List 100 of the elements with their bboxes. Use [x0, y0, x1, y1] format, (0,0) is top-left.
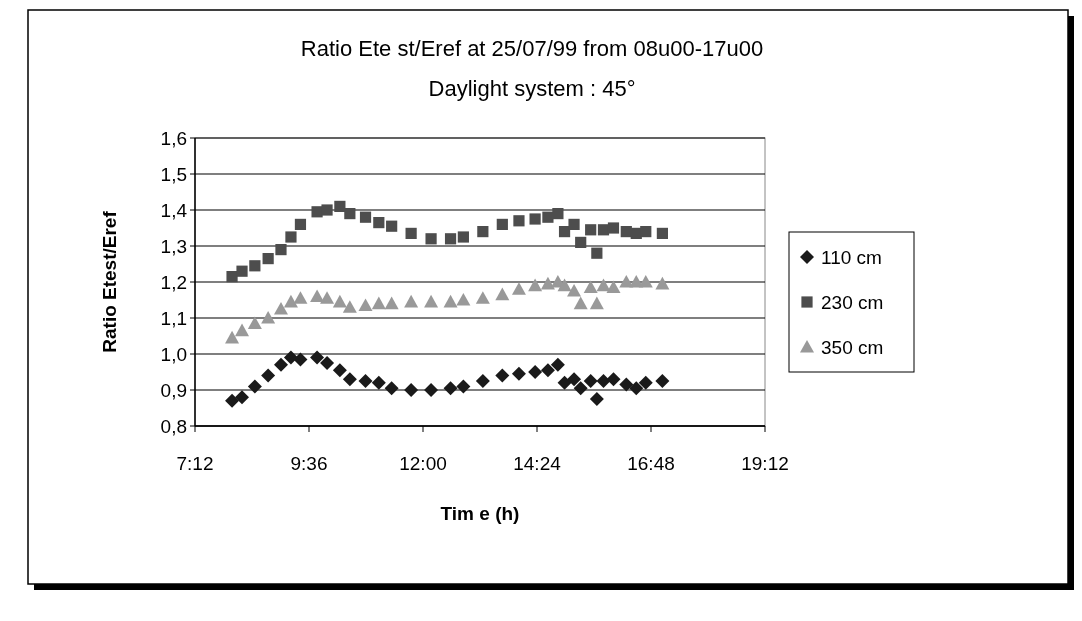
point — [293, 352, 308, 367]
y-tick-label: 1,4 — [160, 199, 188, 221]
x-tick-label: 14:24 — [513, 453, 562, 474]
point — [567, 372, 582, 387]
point — [619, 377, 634, 392]
point — [293, 291, 308, 304]
point — [359, 211, 372, 223]
point — [573, 381, 588, 396]
point — [261, 368, 276, 383]
point — [557, 375, 572, 390]
point — [310, 350, 325, 365]
legend-label: 110 cm — [821, 246, 882, 268]
x-tick-label: 16:48 — [627, 453, 675, 474]
point — [550, 357, 565, 372]
point — [511, 366, 526, 381]
point — [358, 374, 373, 388]
point — [568, 218, 580, 230]
point — [404, 294, 419, 308]
point — [384, 381, 399, 396]
point — [457, 231, 469, 243]
point — [283, 294, 298, 308]
point — [342, 300, 357, 313]
point — [386, 220, 398, 232]
point — [596, 278, 611, 292]
y-tick-label: 0,8 — [160, 415, 187, 437]
point — [567, 284, 582, 297]
point — [373, 217, 385, 229]
point — [262, 253, 274, 265]
point — [640, 226, 652, 238]
point — [405, 227, 417, 239]
point — [573, 296, 588, 310]
point — [424, 383, 439, 397]
y-tick-label: 1,6 — [160, 127, 187, 149]
point — [225, 330, 240, 344]
point — [583, 374, 598, 388]
point — [619, 275, 634, 288]
point — [285, 231, 297, 243]
y-tick-label: 1,0 — [160, 343, 187, 365]
point — [552, 208, 564, 220]
point — [558, 226, 571, 238]
point — [321, 204, 333, 216]
point — [638, 375, 653, 390]
point — [557, 278, 572, 292]
point — [283, 350, 298, 365]
point — [275, 244, 287, 256]
point — [235, 390, 250, 405]
y-tick-label: 1,1 — [160, 307, 187, 329]
point — [585, 224, 597, 236]
point — [655, 374, 670, 388]
point — [638, 275, 653, 288]
point — [607, 222, 620, 234]
point — [528, 278, 543, 292]
x-axis-title: Tim e (h) — [440, 503, 520, 524]
point — [235, 323, 250, 337]
legend-label: 350 cm — [821, 336, 884, 358]
point — [226, 271, 238, 283]
point — [247, 316, 262, 329]
point — [456, 293, 471, 306]
point — [344, 208, 356, 220]
point — [247, 379, 262, 394]
y-tick-label: 1,5 — [160, 163, 187, 185]
point — [511, 282, 526, 295]
point — [358, 298, 373, 311]
chart-title: Ratio Ete st/Eref at 25/07/99 from 08u00-17u00 — [300, 36, 764, 61]
point — [332, 363, 347, 378]
point — [620, 226, 632, 238]
point — [424, 294, 439, 308]
y-tick-label: 0,9 — [160, 379, 187, 401]
point — [342, 372, 357, 387]
x-tick-label: 9:36 — [290, 453, 328, 474]
point — [273, 357, 288, 372]
point — [444, 233, 457, 245]
y-tick-label: 1,3 — [160, 235, 187, 257]
y-tick-label: 1,2 — [160, 271, 187, 293]
point — [261, 311, 276, 324]
point — [443, 294, 458, 308]
point — [589, 392, 604, 406]
point — [273, 302, 288, 315]
x-tick-label: 19:12 — [741, 453, 789, 474]
point — [334, 200, 346, 212]
point — [310, 289, 325, 302]
point — [456, 379, 471, 394]
point — [629, 381, 644, 396]
x-tick-label: 12:00 — [399, 453, 447, 474]
legend-label: 230 cm — [821, 291, 884, 313]
point — [294, 218, 307, 230]
point — [320, 356, 335, 370]
point — [477, 226, 489, 238]
point — [404, 383, 419, 397]
point — [589, 296, 604, 310]
point — [591, 247, 603, 259]
point — [236, 265, 248, 277]
point — [540, 363, 555, 378]
point — [320, 291, 335, 304]
point — [371, 296, 386, 310]
point — [249, 260, 261, 272]
point — [606, 280, 621, 293]
point — [495, 368, 510, 383]
point — [496, 218, 508, 230]
point — [332, 294, 347, 308]
